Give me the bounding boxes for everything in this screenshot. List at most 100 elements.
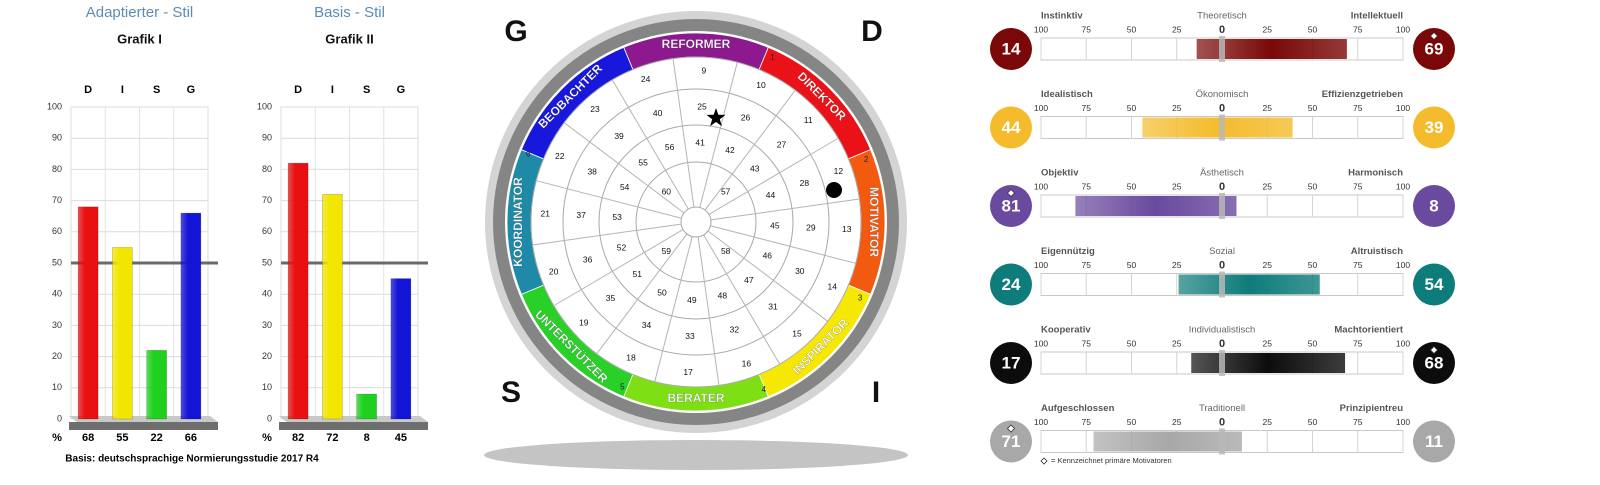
bar: [287, 162, 309, 420]
ring-number: 13: [842, 224, 852, 234]
ring-number: 24: [641, 74, 651, 84]
corner-letter: I: [872, 376, 880, 409]
pole-label: Intellektuell: [1351, 11, 1403, 22]
spoke: [707, 230, 829, 322]
ring: [635, 161, 757, 283]
primary-marker: [1429, 345, 1439, 355]
ring-number: 56: [665, 142, 675, 152]
scale-tick-label: 75: [1353, 338, 1363, 348]
ring-number: 15: [792, 328, 802, 338]
segment-number: 6: [526, 149, 531, 158]
floor: [69, 422, 218, 430]
scale-tick-label: 25: [1172, 24, 1182, 34]
y-tick-label: 60: [52, 226, 62, 236]
segment-number: 2: [864, 155, 869, 164]
y-tick-label: 50: [52, 257, 62, 267]
value-row-label: %: [52, 432, 62, 444]
spoke: [611, 79, 689, 210]
ring-number: 43: [750, 163, 760, 173]
value-label: 66: [185, 432, 197, 444]
scale-tick-label: 75: [1082, 181, 1092, 191]
y-tick-label: 20: [262, 351, 272, 361]
scale-tick-label: 50: [1308, 260, 1318, 270]
category-label: D: [294, 84, 302, 96]
ring-number: 52: [617, 243, 627, 253]
scale-tick-label: 75: [1353, 417, 1363, 427]
scale-tick-label: 50: [1127, 417, 1137, 427]
value-label: 68: [82, 432, 94, 444]
scale-tick-label: 25: [1263, 103, 1273, 113]
ring-number: 33: [685, 331, 695, 341]
bar: [322, 194, 343, 420]
ring-number: 44: [766, 190, 776, 200]
y-tick-label: 70: [52, 195, 62, 205]
score-label: 14: [1002, 39, 1021, 58]
zero-marker: [1219, 271, 1225, 298]
spoke: [536, 180, 682, 219]
segment-label: KOORDINATOR: [511, 177, 525, 267]
score-label: 8: [1429, 196, 1438, 215]
score-circle: [1413, 342, 1455, 384]
primary-marker: [1040, 457, 1048, 465]
zero-marker: [1219, 193, 1225, 219]
spoke: [697, 236, 720, 386]
y-tick-label: 50: [262, 257, 272, 267]
segment-number: 1: [770, 53, 775, 62]
scale-tick-label: 25: [1172, 103, 1182, 113]
ring-number: 21: [540, 208, 550, 218]
ring-number: 25: [697, 101, 707, 111]
score-circle: [1413, 28, 1455, 70]
scale-tick-label: 25: [1263, 417, 1273, 427]
floor-top: [279, 416, 428, 422]
scale-tick-label: 25: [1172, 338, 1182, 348]
segment-label: MOTIVATOR: [867, 187, 881, 257]
spoke: [596, 233, 688, 355]
score-circle: [990, 342, 1032, 384]
ring-number: 31: [768, 302, 778, 312]
segment-number: 3: [858, 294, 863, 303]
motivator-bar: [1142, 117, 1293, 138]
value-row-label: %: [262, 432, 272, 444]
scale-tick-label: 75: [1353, 181, 1363, 191]
category-label: I: [331, 84, 334, 96]
spoke: [654, 236, 693, 382]
scale-tick-label: 100: [1034, 103, 1048, 113]
ring-number: 37: [576, 210, 586, 220]
ring-number: 22: [555, 151, 565, 161]
spoke: [553, 229, 684, 307]
basis-style-marker: [826, 182, 842, 198]
ring-number: 16: [742, 359, 752, 369]
motivator-bar: [1093, 431, 1242, 452]
pole-label: Prinzipientreu: [1340, 403, 1404, 414]
dimension-label: Traditionell: [1199, 403, 1245, 414]
ring-number: 12: [834, 166, 844, 176]
y-tick-label: 0: [57, 413, 62, 423]
dimension-label: Sozial: [1209, 246, 1235, 257]
motivator-bar: [1191, 353, 1346, 373]
y-tick-label: 100: [47, 101, 62, 111]
floor: [279, 422, 428, 430]
y-tick-label: 80: [52, 164, 62, 174]
spoke: [703, 234, 781, 365]
ring-number: 49: [687, 295, 697, 305]
score-label: 68: [1425, 353, 1444, 372]
scale-tick-label: 25: [1263, 260, 1273, 270]
y-tick-label: 90: [262, 133, 272, 143]
scale-tick-label: 0: [1219, 24, 1225, 36]
ring-number: 29: [806, 222, 816, 232]
corner-letter: G: [504, 15, 527, 48]
scale-tick-label: 50: [1308, 417, 1318, 427]
spoke: [672, 58, 695, 208]
scale-tick-label: 100: [1396, 103, 1410, 113]
scale-tick-label: 100: [1396, 181, 1410, 191]
score-label: 11: [1425, 432, 1443, 451]
y-tick-label: 100: [257, 101, 272, 111]
scale-tick-label: 25: [1172, 417, 1182, 427]
scale-tick-label: 50: [1127, 260, 1137, 270]
ring: [530, 56, 862, 388]
scale-tick-label: 0: [1219, 416, 1225, 428]
ring-number: 9: [702, 65, 707, 75]
scale-tick-label: 50: [1127, 338, 1137, 348]
scale-tick-label: 50: [1127, 181, 1137, 191]
